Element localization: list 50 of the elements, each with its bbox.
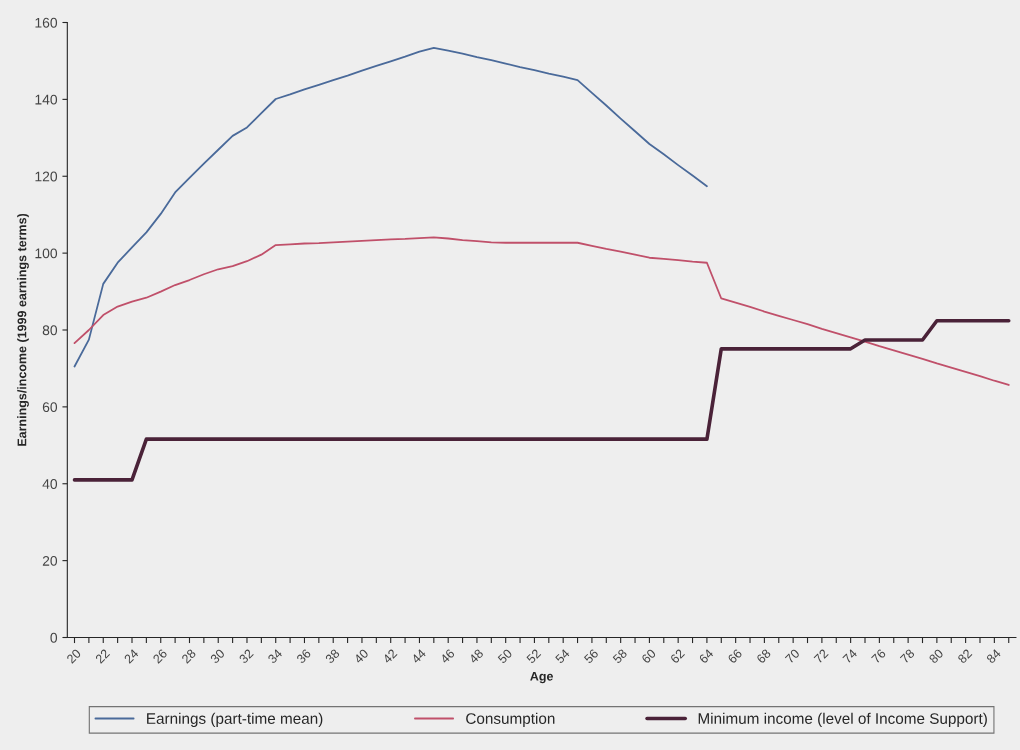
y-tick-label: 140 (35, 94, 58, 105)
x-tick-label: 64 (698, 648, 714, 664)
x-tick-label: 48 (468, 648, 484, 665)
x-tick-label: 38 (324, 648, 341, 664)
x-tick-label: 42 (382, 648, 398, 664)
x-tick-label: 76 (871, 648, 887, 664)
x-tick-label: 50 (497, 648, 513, 664)
x-tick-label: 24 (123, 648, 139, 664)
x-tick-label: 52 (525, 648, 542, 664)
x-tick-label: 26 (152, 648, 168, 664)
x-tick-label: 40 (353, 648, 369, 665)
y-tick-label: 100 (35, 248, 58, 259)
x-tick-label: 34 (267, 648, 283, 664)
x-tick-label: 62 (669, 648, 686, 664)
x-tick-label: 46 (439, 648, 456, 665)
legend-label: Minimum income (level of Income Support) (698, 712, 987, 727)
y-tick-label: 60 (42, 402, 58, 413)
line-series (73, 236, 1010, 386)
x-tick-label: 20 (66, 648, 82, 664)
x-tick-label: 30 (209, 648, 226, 664)
x-tick-label: 78 (899, 648, 916, 664)
x-tick-label: 56 (583, 648, 599, 664)
x-tick-label: 70 (784, 648, 801, 664)
x-tick-label: 28 (181, 648, 197, 664)
legend-label: Earnings (part-time mean) (147, 712, 323, 727)
x-tick-label: 72 (813, 648, 829, 664)
line-series (73, 46, 708, 368)
x-tick-label: 58 (612, 648, 628, 664)
y-axis-title: Earnings/income (1999 earnings terms) (17, 213, 29, 446)
x-tick-label: 80 (928, 648, 944, 664)
x-tick-label: 66 (727, 648, 743, 664)
y-tick-label: 160 (35, 17, 58, 28)
x-tick-label: 74 (842, 648, 858, 664)
x-tick-label: 84 (985, 648, 1002, 664)
x-tick-label: 68 (756, 648, 772, 664)
x-tick-label: 60 (641, 648, 657, 664)
x-tick-label: 36 (296, 648, 312, 664)
y-tick-label: 20 (42, 555, 58, 566)
x-tick-label: 44 (410, 648, 427, 664)
x-tick-label: 32 (238, 648, 254, 664)
line-series (72, 318, 1011, 482)
y-tick-label: 0 (50, 632, 58, 643)
x-tick-label: 82 (957, 648, 973, 664)
y-tick-label: 40 (42, 479, 58, 489)
y-tick-label: 120 (35, 171, 58, 182)
x-tick-label: 22 (94, 648, 111, 664)
legend-label: Consumption (466, 712, 555, 727)
x-axis-title: Age (530, 671, 553, 684)
y-tick-label: 80 (42, 325, 58, 336)
x-tick-label: 54 (554, 648, 571, 664)
